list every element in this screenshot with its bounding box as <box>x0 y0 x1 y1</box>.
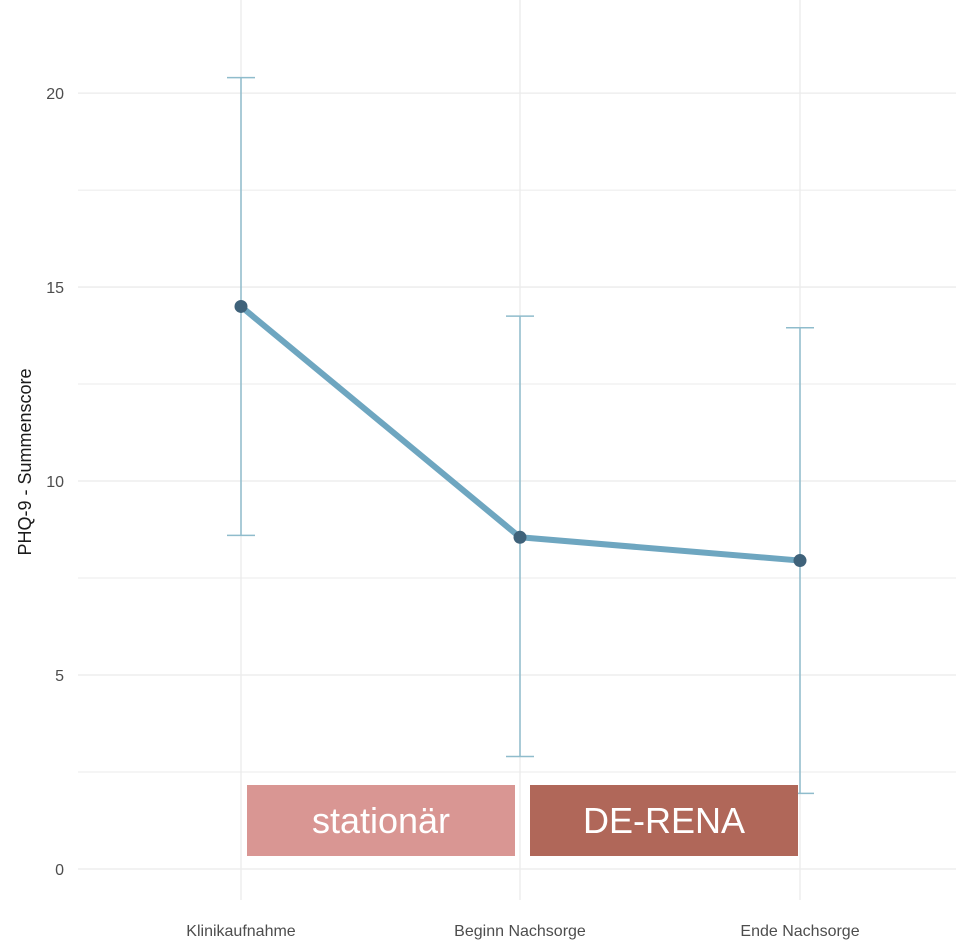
y-tick-label: 20 <box>46 86 64 103</box>
data-point <box>513 530 527 544</box>
x-axis-ticks: Klinikaufnahme Beginn Nachsorge Ende Nachs… <box>186 923 859 940</box>
y-tick-label: 0 <box>55 862 64 879</box>
phase-stationaer-text: stationär <box>311 799 451 841</box>
y-axis-title: PHQ-9 - Summenscore <box>15 368 35 555</box>
y-tick-label: 5 <box>55 668 64 685</box>
x-tick-label: Beginn Nachsorge <box>454 923 586 940</box>
phase-stationaer-label: stationär <box>247 785 515 856</box>
data-point <box>234 299 248 313</box>
y-tick-label: 15 <box>46 280 64 297</box>
gridlines <box>78 0 956 900</box>
phase-derena-text: DE-RENA <box>582 799 746 841</box>
y-axis-ticks: 0 5 10 15 20 <box>46 86 64 879</box>
x-tick-label: Ende Nachsorge <box>740 923 859 940</box>
data-points <box>234 299 807 568</box>
y-tick-label: 10 <box>46 474 64 491</box>
data-point <box>793 554 807 568</box>
phase-derena-label: DE-RENA <box>530 785 798 856</box>
x-tick-label: Klinikaufnahme <box>186 923 296 940</box>
